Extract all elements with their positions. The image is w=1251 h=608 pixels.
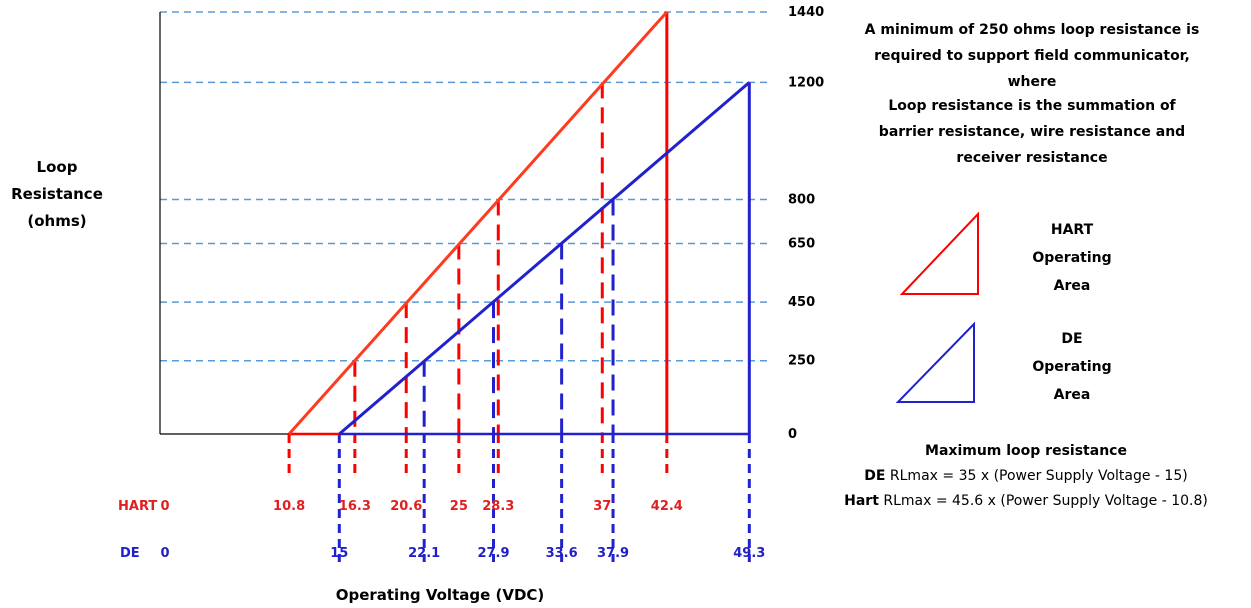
note-line-3: where: [1008, 74, 1057, 90]
formula-hart: Hart RLmax = 45.6 x (Power Supply Voltag…: [844, 493, 1208, 509]
axes: [159, 12, 340, 435]
hart-legend-line-2: Operating: [1032, 250, 1111, 266]
y-axis-title-line-3: (ohms): [27, 212, 86, 230]
de-legend-line-3: Area: [1054, 387, 1091, 403]
hart-legend-line-1: HART: [1051, 222, 1094, 238]
hart-series-line: [287, 10, 668, 436]
hart-x-label-37: 37: [593, 499, 611, 514]
y-axis-title-line-2: Resistance: [11, 185, 103, 203]
max-resistance-title: Maximum loop resistance: [925, 443, 1127, 459]
hart-legend-triangle-icon: [899, 211, 979, 295]
formula-de: DE RLmax = 35 x (Power Supply Voltage - …: [864, 468, 1187, 484]
de-x-label-37.9: 37.9: [597, 546, 629, 561]
hart-x-label-0: 0: [160, 499, 169, 514]
hart-x-label-28.3: 28.3: [482, 499, 514, 514]
y-tick-250: 250: [788, 354, 815, 369]
note-line-1: A minimum of 250 ohms loop resistance is: [865, 22, 1200, 38]
y-axis-title-line-1: Loop: [37, 158, 78, 176]
formula-hart-text: RLmax = 45.6 x (Power Supply Voltage - 1…: [879, 493, 1208, 509]
x-axis-title: Operating Voltage (VDC): [336, 586, 545, 604]
y-tick-450: 450: [788, 295, 815, 310]
note-line-6: receiver resistance: [956, 150, 1107, 166]
formula-hart-key: Hart: [844, 493, 879, 509]
de-legend-line-2: Operating: [1032, 359, 1111, 375]
hart-x-label-42.4: 42.4: [651, 499, 683, 514]
y-tick-labels: 0 250 450 650 800 1200 1440: [788, 5, 824, 442]
note-line-5: barrier resistance, wire resistance and: [879, 124, 1185, 140]
y-tick-800: 800: [788, 193, 815, 208]
de-x-label-22.1: 22.1: [408, 546, 440, 561]
series-lines: [287, 10, 751, 436]
y-tick-650: 650: [788, 237, 815, 252]
x-tick-labels: 0 10.8 16.3 20.6 25 28.3 37 42.4 0 15 22.1 27.9 33.6…: [160, 499, 765, 561]
y-tick-0: 0: [788, 427, 797, 442]
de-x-label-49.3: 49.3: [733, 546, 765, 561]
de-series-line: [338, 81, 751, 436]
de-x-label-15: 15: [330, 546, 348, 561]
y-tick-1200: 1200: [788, 75, 824, 90]
hart-x-label-16.3: 16.3: [339, 499, 371, 514]
formula-de-key: DE: [864, 468, 885, 484]
note-line-4: Loop resistance is the summation of: [888, 98, 1176, 114]
de-legend-triangle-icon: [895, 321, 975, 403]
hart-legend-line-3: Area: [1054, 278, 1091, 294]
de-x-label-27.9: 27.9: [477, 546, 509, 561]
grid-lines: [160, 11, 772, 362]
hart-x-label-10.8: 10.8: [273, 499, 305, 514]
y-tick-1440: 1440: [788, 5, 824, 20]
de-row-label: DE: [120, 546, 140, 561]
hart-x-label-20.6: 20.6: [390, 499, 422, 514]
formula-de-text: RLmax = 35 x (Power Supply Voltage - 15): [885, 468, 1187, 484]
note-line-2: required to support field communicator,: [874, 48, 1190, 64]
hart-row-label: HART: [118, 499, 157, 514]
de-legend-line-1: DE: [1061, 331, 1082, 347]
de-x-label-0: 0: [160, 546, 169, 561]
drop-lines: [287, 12, 751, 562]
hart-x-label-25: 25: [450, 499, 468, 514]
de-x-label-33.6: 33.6: [546, 546, 578, 561]
